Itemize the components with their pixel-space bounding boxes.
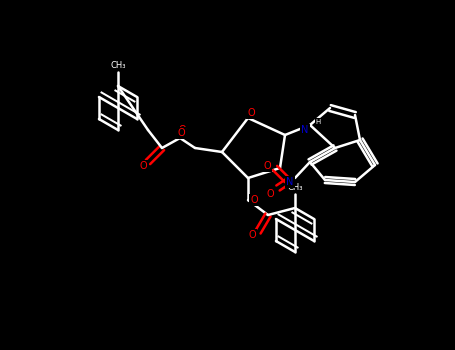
Text: N: N	[286, 177, 293, 187]
Text: O: O	[250, 195, 258, 205]
Text: O: O	[263, 161, 271, 171]
Text: O: O	[139, 161, 147, 171]
Text: H: H	[315, 119, 321, 125]
Text: O: O	[266, 189, 274, 199]
Text: O: O	[177, 128, 185, 138]
Text: O: O	[248, 230, 256, 240]
Text: CH₃: CH₃	[110, 62, 126, 70]
Text: N: N	[301, 125, 308, 135]
Text: O: O	[247, 108, 255, 118]
Text: O: O	[178, 125, 186, 135]
Text: CH₃: CH₃	[287, 183, 303, 192]
